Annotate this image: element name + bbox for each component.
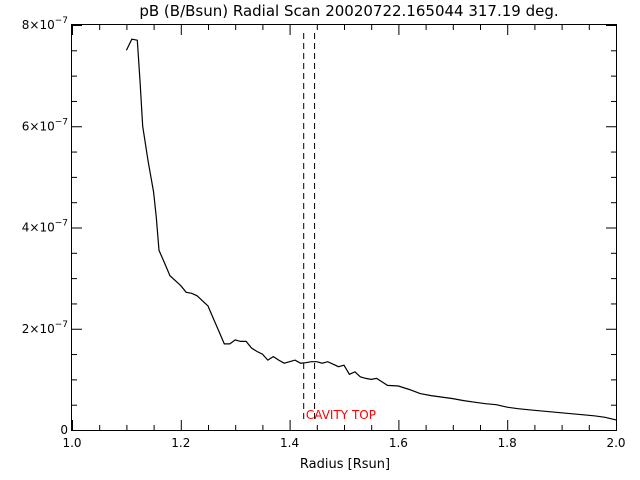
y-tick-label: 6×10−7	[22, 117, 68, 133]
x-tick-label: 1.8	[498, 436, 517, 450]
x-tick-label: 1.2	[171, 436, 190, 450]
y-tick-label: 2×10−7	[22, 320, 68, 336]
y-tick-label: 4×10−7	[22, 219, 68, 235]
y-tick-label: 8×10−7	[22, 16, 68, 32]
series-line	[125, 38, 617, 421]
x-tick-label: 2.0	[606, 436, 625, 450]
chart-title: pB (B/Bsun) Radial Scan 20020722.165044 …	[139, 2, 558, 20]
x-tick-label: 1.6	[389, 436, 408, 450]
x-axis-label: Radius [Rsun]	[300, 457, 390, 472]
cavity-top-label: CAVITY TOP	[306, 408, 376, 422]
x-tick-label: 1.0	[62, 436, 81, 450]
tick-labels: 1.0 1.2 1.4 1.6 1.8 2.0 0 2×10−7 4×10−7 6×10−7 8×1…	[22, 16, 626, 450]
cavity-markers	[303, 33, 316, 420]
y-tick-label: 0	[60, 423, 68, 437]
x-tick-label: 1.4	[280, 436, 299, 450]
axis-ticks	[72, 25, 617, 431]
plot-frame	[71, 24, 617, 431]
data-series	[125, 38, 617, 421]
annotations: CAVITY TOP	[306, 408, 376, 422]
